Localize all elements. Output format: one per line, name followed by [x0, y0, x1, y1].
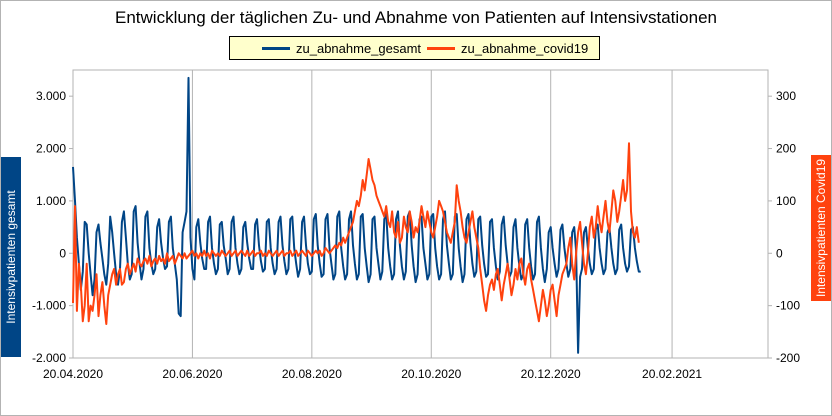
y-right-tick-label: 0: [776, 246, 783, 260]
y-left-tick-label: 1.000: [36, 194, 66, 208]
y-right-tick-label: -100: [776, 299, 800, 313]
legend-label-covid19: zu_abnahme_covid19: [461, 40, 589, 56]
y-axis-left-label: Intensivpatienten gesamt: [1, 157, 21, 357]
y-left-tick-label: 2.000: [36, 142, 66, 156]
y-right-tick-label: 300: [776, 89, 796, 103]
y-axis-right-label: Intensivpatienten Covid19: [811, 155, 831, 301]
y-left-tick-label: -1.000: [32, 299, 66, 313]
legend-entry-covid19: zu_abnahme_covid19: [427, 40, 588, 56]
y-right-tick-label: 200: [776, 142, 796, 156]
x-tick-label: 20.10.2020: [401, 367, 461, 381]
x-tick-label: 20.08.2020: [282, 367, 342, 381]
x-tick-label: 20.06.2020: [162, 367, 222, 381]
series-line-zu_abnahme_covid19: [72, 142, 640, 325]
x-tick-label: 20.02.2021: [642, 367, 702, 381]
legend: zu_abnahme_gesamt zu_abnahme_covid19: [229, 36, 600, 60]
legend-entry-gesamt: zu_abnahme_gesamt: [262, 40, 421, 56]
x-tick-label: 20.04.2020: [43, 367, 103, 381]
x-tick-label: 20.12.2020: [521, 367, 581, 381]
legend-swatch-gesamt: [262, 46, 290, 50]
legend-swatch-covid19: [427, 46, 455, 50]
y-left-tick-label: 3.000: [36, 89, 66, 103]
series-line-zu_abnahme_gesamt: [72, 76, 641, 354]
y-left-tick-label: -2.000: [32, 351, 66, 365]
chart-title: Entwicklung der täglichen Zu- und Abnahm…: [115, 8, 717, 27]
legend-label-gesamt: zu_abnahme_gesamt: [296, 40, 422, 56]
y-right-tick-label: -200: [776, 351, 800, 365]
y-right-tick-label: 100: [776, 194, 796, 208]
y-left-tick-label: 0: [59, 246, 66, 260]
